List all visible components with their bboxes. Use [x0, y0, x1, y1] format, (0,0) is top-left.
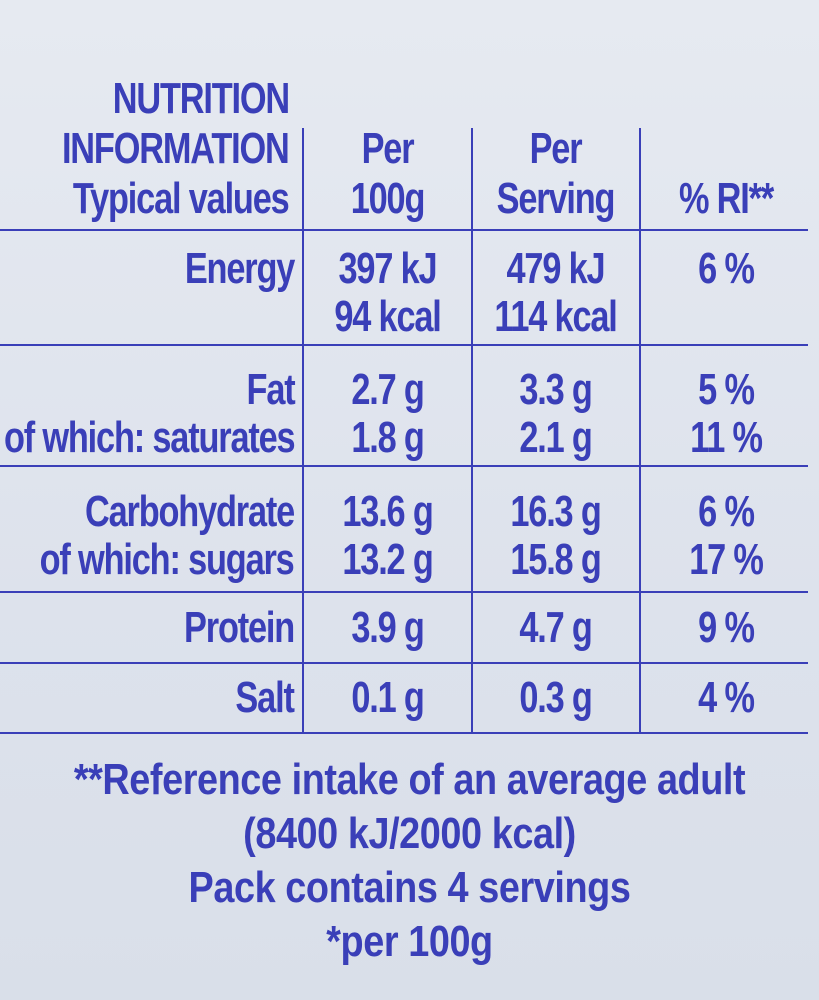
footer-pack-servings: Pack contains 4 servings [188, 863, 631, 912]
header-per100-line2: 100g [350, 174, 426, 223]
fat-ri: 5 % [698, 365, 755, 414]
header-per100-line1: Per [361, 124, 415, 173]
header-serving-line1: Per [529, 124, 583, 173]
column-divider-1 [302, 128, 304, 732]
row-label-sugars: of which: sugars [40, 535, 295, 584]
sugars-per100: 13.2 g [342, 535, 433, 584]
saturates-per100: 1.8 g [351, 413, 425, 462]
header-ri: % RI** [678, 174, 774, 223]
protein-ri: 9 % [698, 603, 755, 652]
header-title-line3: Typical values [73, 174, 290, 223]
header-title-line2: INFORMATION [62, 124, 290, 173]
row-label-carbohydrate: Carbohydrate [84, 487, 295, 536]
protein-serving: 4.7 g [519, 603, 593, 652]
row-label-energy: Energy [184, 244, 296, 293]
carbohydrate-per100: 13.6 g [342, 487, 433, 536]
salt-per100: 0.1 g [351, 673, 425, 722]
header-serving-line2: Serving [496, 174, 616, 223]
carbohydrate-ri: 6 % [698, 487, 755, 536]
salt-ri: 4 % [698, 673, 755, 722]
saturates-ri: 11 % [690, 413, 763, 462]
salt-serving: 0.3 g [519, 673, 593, 722]
carbohydrate-serving: 16.3 g [510, 487, 601, 536]
row-label-fat: Fat [246, 365, 295, 414]
header-title-line1: NUTRITION [112, 74, 290, 123]
footer-reference-values: (8400 kJ/2000 kcal) [243, 809, 576, 858]
divider-fat [0, 465, 808, 467]
energy-per100-kcal: 94 kcal [334, 292, 441, 341]
energy-per100-kj: 397 kJ [338, 244, 438, 293]
sugars-serving: 15.8 g [510, 535, 601, 584]
row-label-salt: Salt [235, 673, 295, 722]
divider-carbohydrate [0, 591, 808, 593]
footer-per-100g-note: *per 100g [326, 917, 493, 966]
row-label-saturates: of which: saturates [3, 413, 295, 462]
row-label-protein: Protein [183, 603, 295, 652]
energy-ri: 6 % [698, 244, 755, 293]
fat-serving: 3.3 g [519, 365, 593, 414]
sugars-ri: 17 % [689, 535, 764, 584]
column-divider-2 [471, 128, 473, 732]
energy-serving-kj: 479 kJ [506, 244, 606, 293]
divider-salt [0, 732, 808, 734]
energy-serving-kcal: 114 kcal [494, 292, 618, 341]
footer-reference-intake: **Reference intake of an average adult [73, 755, 746, 804]
fat-per100: 2.7 g [351, 365, 425, 414]
divider-header [0, 229, 808, 231]
saturates-serving: 2.1 g [519, 413, 593, 462]
column-divider-3 [639, 128, 641, 732]
protein-per100: 3.9 g [351, 603, 425, 652]
divider-energy [0, 344, 808, 346]
divider-protein [0, 662, 808, 664]
